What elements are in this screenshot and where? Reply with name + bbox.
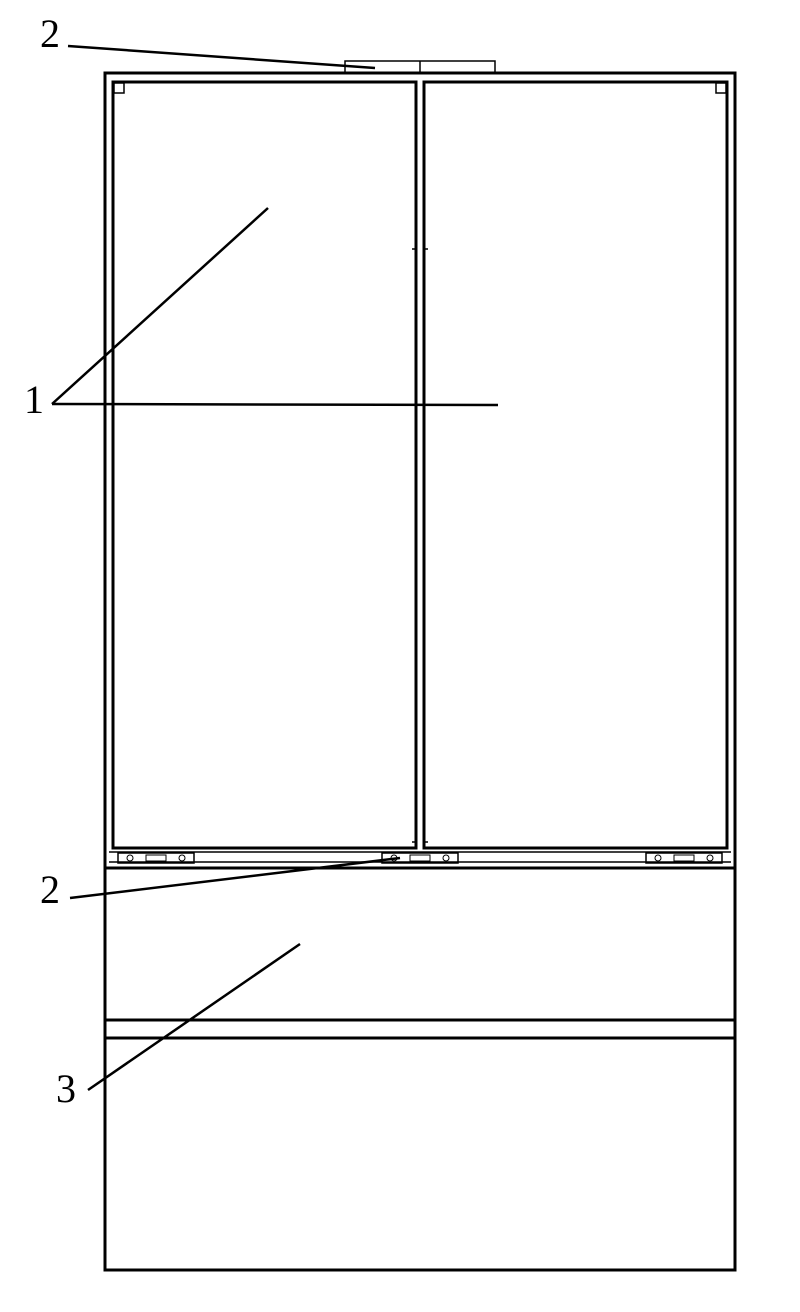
- callout-label-3: 3: [56, 1065, 76, 1112]
- callout-label-2: 2: [40, 866, 60, 913]
- callout-label-2: 2: [40, 10, 60, 57]
- diagram-svg: [0, 0, 800, 1312]
- callout-label-1: 1: [24, 376, 44, 423]
